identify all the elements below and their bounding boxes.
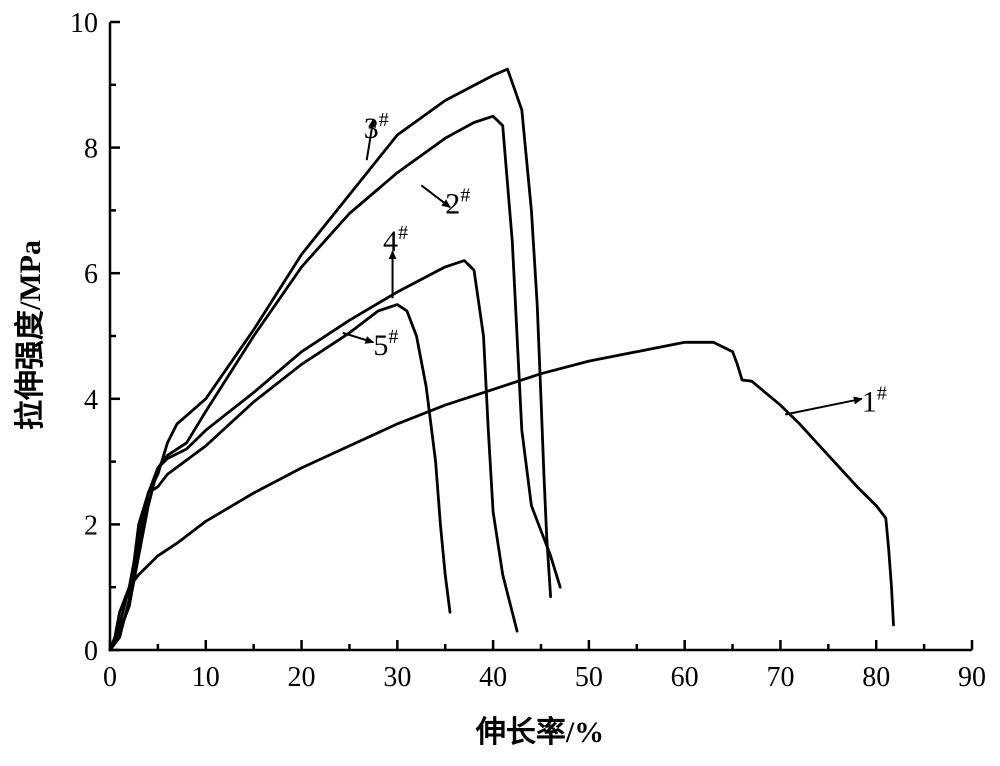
series-label-3: 3# xyxy=(364,109,389,145)
y-tick-label: 0 xyxy=(84,636,98,667)
y-tick-label: 8 xyxy=(84,134,98,165)
x-tick-label: 80 xyxy=(862,662,890,693)
x-tick-label: 50 xyxy=(575,662,603,693)
x-tick-label: 0 xyxy=(103,662,117,693)
series-line-1 xyxy=(108,340,895,652)
series-lines xyxy=(108,67,895,652)
x-axis-title: 伸长率/% xyxy=(475,716,604,749)
x-tick-label: 30 xyxy=(383,662,411,693)
x-tick-label: 40 xyxy=(479,662,507,693)
x-tick-label: 10 xyxy=(192,662,220,693)
y-tick-label: 2 xyxy=(84,510,98,541)
y-tick-label: 4 xyxy=(84,385,98,416)
x-tick-label: 20 xyxy=(288,662,316,693)
series-line-4 xyxy=(108,259,519,652)
annotation-arrow-1 xyxy=(785,396,863,416)
series-label-5: 5# xyxy=(373,326,398,362)
series-line-2 xyxy=(108,114,562,652)
y-axis-title: 拉伸强度/MPa xyxy=(13,240,47,430)
axes: 0 10 20 30 40 50 60 70 80 90 0 2 4 6 8 10 xyxy=(70,8,986,693)
series-label-2: 2# xyxy=(445,185,470,221)
series-annotations: 1# 2# 3# 4# 5# xyxy=(342,109,887,418)
x-tick-label: 60 xyxy=(671,662,699,693)
y-tick-label: 6 xyxy=(84,259,98,290)
y-tick-label: 10 xyxy=(70,8,98,39)
annotation-arrow-3 xyxy=(365,118,377,161)
series-label-1: 1# xyxy=(862,382,887,418)
x-tick-label: 90 xyxy=(958,662,986,693)
series-line-5 xyxy=(108,303,452,652)
x-tick-label: 70 xyxy=(766,662,794,693)
annotation-arrow-5 xyxy=(342,331,375,344)
series-label-4: 4# xyxy=(383,222,408,258)
annotation-arrow-2 xyxy=(420,184,451,209)
